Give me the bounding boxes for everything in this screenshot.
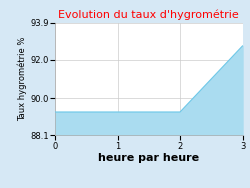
Y-axis label: Taux hygrométrie %: Taux hygrométrie %: [18, 37, 27, 121]
Title: Evolution du taux d'hygrométrie: Evolution du taux d'hygrométrie: [58, 10, 239, 20]
X-axis label: heure par heure: heure par heure: [98, 153, 199, 163]
